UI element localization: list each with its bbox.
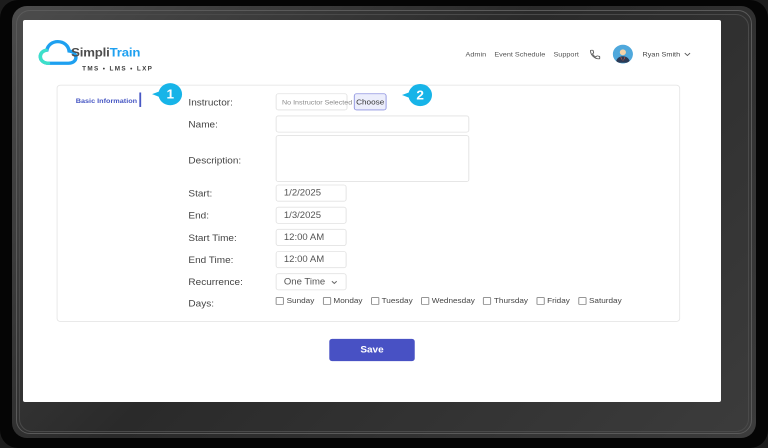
svg-text:1: 1	[166, 87, 174, 102]
svg-text:2: 2	[416, 88, 424, 103]
